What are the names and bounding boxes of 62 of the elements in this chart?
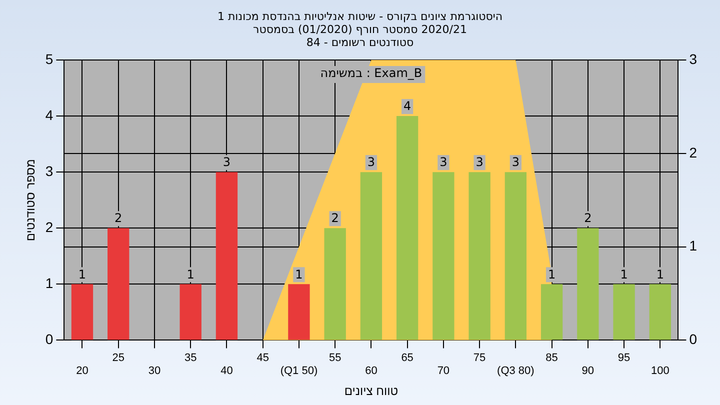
bar: [432, 172, 454, 340]
chart-subtitle: 2020/21 סמסטר חורף (01/2020) בסמסטר סטודנטים רשומים - 84: [252, 23, 468, 49]
bar: [324, 228, 346, 340]
data-label: 1: [548, 267, 556, 282]
x-tick-label: 90: [582, 365, 594, 378]
data-label: 2: [584, 211, 592, 226]
bar: [180, 284, 202, 340]
x-tick-label: 55: [328, 352, 342, 364]
data-label: 3: [222, 155, 231, 170]
y-axis-title: מספר סטודנטים: [24, 159, 38, 242]
chart-title: היסטוגרמת ציונים בקורס - שיטות אנליטיות בהנדסת מכונות 1: [216, 10, 504, 23]
x-tick-label: 65: [401, 352, 414, 364]
y-tick-label: 2: [45, 218, 54, 235]
bar: [288, 284, 310, 340]
bar: [540, 284, 563, 340]
data-label: 1: [186, 267, 194, 282]
y-tick-label: 5: [45, 50, 54, 67]
data-label: 2: [114, 211, 122, 226]
data-label: 3: [367, 155, 376, 170]
bar: [216, 172, 238, 340]
y2-tick-label: 0: [689, 331, 698, 348]
bar: [468, 172, 490, 340]
x-tick-label: 70: [437, 365, 450, 378]
x-tick-label: 45: [256, 352, 269, 364]
x-tick-label: 75: [473, 352, 486, 364]
bar: [396, 116, 418, 340]
bar: [71, 284, 94, 340]
y2-tick-label: 1: [689, 238, 698, 254]
y-tick-label: 3: [45, 162, 54, 179]
x-tick-label: 95: [618, 352, 630, 364]
x-tick-label: 40: [220, 365, 233, 378]
x-tick-label: 100: [650, 365, 670, 378]
data-label: 3: [512, 155, 520, 170]
data-label: 1: [78, 267, 86, 282]
y2-tick-label: 3: [689, 50, 698, 67]
x-tick-label: (Q1 50): [280, 365, 318, 378]
bar: [360, 172, 382, 340]
data-label: 4: [404, 99, 412, 114]
data-label: 2: [331, 211, 339, 226]
x-tick-label: 25: [112, 352, 124, 364]
x-tick-label: 20: [76, 365, 88, 378]
data-label: 3: [440, 155, 448, 170]
data-label: 1: [295, 267, 303, 282]
x-tick-label: 30: [148, 365, 161, 378]
bar: [504, 172, 527, 340]
bar: [613, 284, 635, 340]
data-label: 3: [476, 155, 484, 170]
x-tick-label: 60: [365, 365, 378, 378]
y-tick-label: 4: [45, 106, 54, 123]
y-tick-label: 0: [45, 331, 54, 348]
x-tick-label: 85: [546, 352, 558, 364]
bar: [108, 228, 130, 340]
data-label: 1: [620, 267, 628, 282]
x-tick-label: 35: [184, 352, 197, 364]
y2-tick-label: 2: [689, 144, 698, 160]
x-axis-title: טווח ציונים: [344, 384, 398, 398]
bar: [649, 284, 671, 340]
data-label: 1: [656, 267, 664, 282]
x-tick-label: (Q3 80): [497, 365, 534, 378]
annotation: Exam_B : במשימה: [320, 66, 422, 80]
bar: [577, 228, 599, 340]
y-tick-label: 1: [45, 275, 54, 292]
